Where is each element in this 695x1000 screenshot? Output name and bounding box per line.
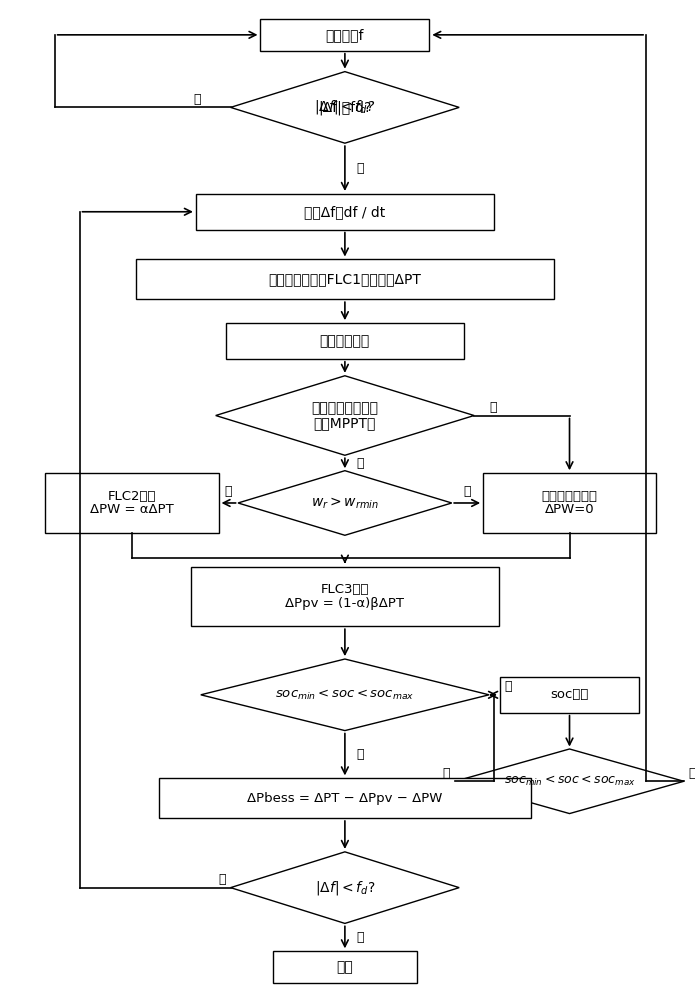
Polygon shape (238, 471, 452, 535)
Bar (191, 567, 499, 626)
Text: $w_r$$>$$w_{rmin}$: $w_r$$>$$w_{rmin}$ (311, 495, 379, 511)
Bar (158, 778, 531, 818)
Text: 是: 是 (225, 485, 232, 498)
Text: FLC2启动: FLC2启动 (108, 490, 156, 503)
Bar (261, 19, 430, 51)
Polygon shape (215, 376, 474, 455)
Text: 结束: 结束 (336, 960, 353, 974)
Text: ΔPW = αΔPT: ΔPW = αΔPT (90, 503, 174, 516)
Text: 否: 否 (489, 401, 496, 414)
Text: FLC3启动: FLC3启动 (320, 583, 369, 596)
Polygon shape (201, 659, 489, 731)
Bar (136, 259, 554, 299)
Polygon shape (231, 72, 459, 143)
Text: 风电不参与调频: 风电不参与调频 (541, 490, 598, 503)
Text: ΔPpv = (1-α)βΔPT: ΔPpv = (1-α)βΔPT (286, 597, 404, 610)
Text: 是: 是 (193, 93, 201, 106)
Text: 否: 否 (443, 767, 450, 780)
Text: 是: 是 (689, 767, 695, 780)
Text: 是: 是 (357, 457, 364, 470)
Text: 是: 是 (357, 931, 364, 944)
Text: 模糊逻辑控制器FLC1启动输出ΔPT: 模糊逻辑控制器FLC1启动输出ΔPT (268, 272, 421, 286)
Bar (196, 194, 494, 230)
Text: 否: 否 (218, 873, 226, 886)
Text: 判断风速分区: 判断风速分区 (320, 334, 370, 348)
Bar (482, 473, 657, 533)
Text: 或者MPPT区: 或者MPPT区 (313, 416, 376, 430)
Bar (45, 473, 219, 533)
Text: $soc_{min}$$<$$soc$$<$$soc_{max}$: $soc_{min}$$<$$soc$$<$$soc_{max}$ (275, 688, 415, 702)
Text: ΔPW=0: ΔPW=0 (545, 503, 594, 516)
Text: ΔPbess = ΔPT − ΔPpv − ΔPW: ΔPbess = ΔPT − ΔPpv − ΔPW (247, 792, 443, 805)
Text: 采样Δf和df / dt: 采样Δf和df / dt (304, 205, 386, 219)
Text: 是否位于恒转速区: 是否位于恒转速区 (311, 401, 378, 415)
Text: soc恢复: soc恢复 (550, 688, 589, 701)
Polygon shape (455, 749, 684, 814)
Text: $|\Delta f|<f_d$?: $|\Delta f|<f_d$? (314, 98, 375, 116)
Text: 否: 否 (464, 485, 471, 498)
Polygon shape (231, 852, 459, 923)
Text: 否: 否 (357, 162, 364, 175)
Text: |Δf|＜fd?: |Δf|＜fd? (318, 100, 372, 115)
Bar (226, 323, 464, 359)
Text: 频率检测f: 频率检测f (326, 28, 364, 42)
Bar (500, 677, 639, 713)
Text: 是: 是 (357, 748, 364, 761)
Text: $soc_{min}$$<$$soc$$<$$soc_{max}$: $soc_{min}$$<$$soc$$<$$soc_{max}$ (504, 774, 635, 788)
Text: $|\Delta f|<f_d$?: $|\Delta f|<f_d$? (315, 879, 375, 897)
Text: 否: 否 (504, 680, 512, 693)
Bar (273, 951, 417, 983)
